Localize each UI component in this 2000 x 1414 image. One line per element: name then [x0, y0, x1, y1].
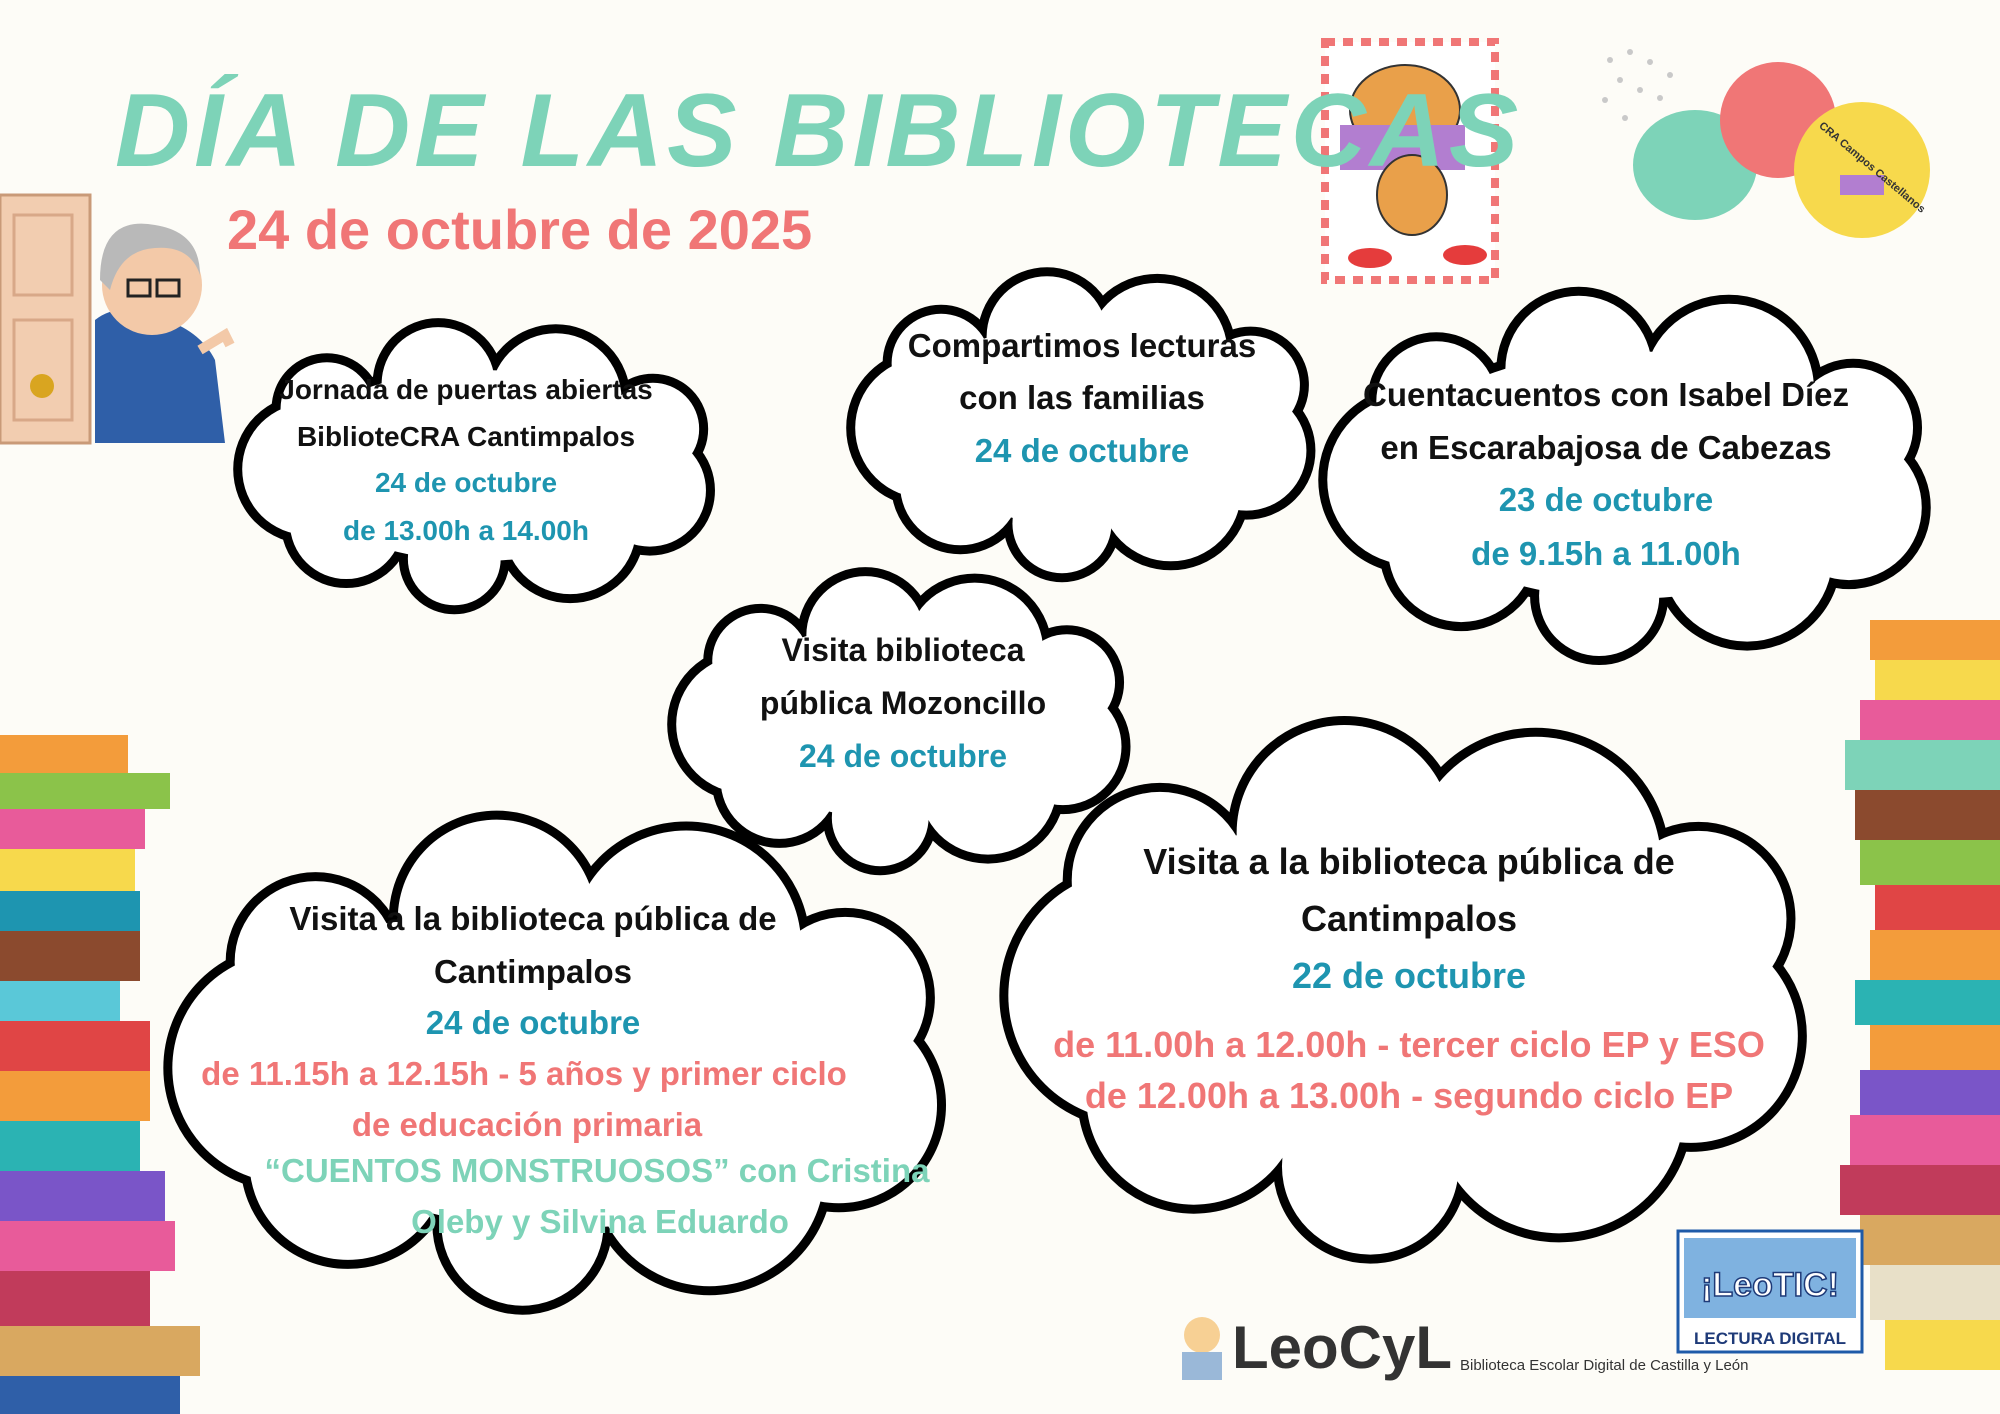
cloud: [233, 318, 715, 615]
event-line: de educación primaria: [352, 1106, 703, 1143]
cloud-fill: [397, 819, 596, 1018]
event-line: de 9.15h a 11.00h: [1471, 535, 1741, 572]
leocyl-subtitle: Biblioteca Escolar Digital de Castilla y…: [1460, 1357, 1748, 1374]
event-line: Compartimos lecturas: [908, 327, 1256, 364]
cloud-fill: [1610, 830, 1787, 1007]
title: DÍA DE LAS BIBLIOTECAS: [115, 73, 1522, 189]
event-line: 24 de octubre: [975, 432, 1190, 469]
cloud-fill: [1661, 470, 1833, 642]
cloud-fill: [891, 313, 991, 413]
event-line: de 11.00h a 12.00h - tercer ciclo EP y E…: [1053, 1024, 1765, 1065]
cloud-fill: [764, 916, 926, 1079]
cloud-fill: [1018, 634, 1116, 731]
event-line: Cuentacuentos con Isabel Díez: [1363, 376, 1849, 413]
cloud-fill: [1505, 295, 1652, 443]
cloud-fill: [490, 333, 622, 465]
cloud-fill: [1281, 1077, 1459, 1255]
books-right: [1840, 620, 2000, 1370]
event-line: 24 de octubre: [375, 467, 557, 498]
cloud-fill: [831, 769, 929, 867]
cloud-fill: [806, 576, 925, 695]
cloud-fill: [986, 276, 1108, 398]
cloud-fill: [571, 830, 802, 1061]
cloud-fill: [504, 462, 637, 595]
event-line: pública Mozoncillo: [760, 685, 1046, 721]
cloud-fill: [1539, 535, 1660, 657]
cloud-fill: [1236, 724, 1453, 941]
event-line: Jornada de puertas abiertas: [279, 374, 652, 405]
cloud-fill: [606, 382, 700, 476]
cloud-fill: [906, 582, 1044, 720]
date: 24 de octubre de 2025: [227, 198, 812, 261]
event-line: de 11.15h a 12.15h - 5 años y primer cic…: [201, 1055, 847, 1092]
cloud-fill: [712, 612, 809, 710]
clouds: [163, 267, 1931, 1315]
cloud: [163, 810, 947, 1315]
event-line: Cantimpalos: [434, 953, 632, 990]
mouse-illustration: [1321, 38, 1499, 284]
leotic-subtitle: LECTURA DIGITAL: [1694, 1329, 1846, 1348]
event-line: Oleby y Silvina Eduardo: [411, 1203, 789, 1240]
leocyl-logo: [1182, 1317, 1222, 1380]
event-line: Cantimpalos: [1301, 898, 1517, 939]
cloud-fill: [1071, 791, 1249, 969]
event-line: con las familias: [959, 379, 1205, 416]
event-line: de 12.00h a 13.00h - segundo ciclo EP: [1085, 1075, 1733, 1116]
cloud-fill: [1100, 420, 1242, 562]
event-line: Visita a la biblioteca pública de: [1143, 841, 1675, 882]
leocyl-name: LeoCyL: [1232, 1314, 1452, 1381]
cloud: [999, 715, 1807, 1264]
cloud-fill: [1087, 282, 1228, 424]
cloud: [667, 567, 1131, 876]
event-line: Visita a la biblioteca pública de: [289, 900, 776, 937]
event-texts: Jornada de puertas abiertas BiblioteCRA C…: [201, 327, 1849, 1240]
cloud-fill: [1376, 341, 1497, 462]
cloud-fill: [1012, 474, 1112, 574]
cloud-fill: [1793, 367, 1914, 488]
cloud-fill: [407, 512, 501, 606]
leotic-banner: [1684, 1238, 1856, 1318]
cloud-fill: [1643, 303, 1814, 474]
event-line: “CUENTOS MONSTRUOSOS” con Cristina: [265, 1152, 931, 1189]
cloud-fill: [1201, 335, 1300, 435]
cloud: [846, 267, 1316, 583]
event-line: 22 de octubre: [1292, 955, 1526, 996]
leotic-name: ¡LeoTIC!: [1701, 1266, 1839, 1304]
door-illustration: [0, 193, 235, 445]
event-line: de 13.00h a 14.00h: [343, 515, 589, 546]
cloud: [1318, 286, 1931, 666]
cloud-fill: [594, 1055, 825, 1287]
cloud-fill: [1433, 982, 1685, 1234]
event-line: BiblioteCRA Cantimpalos: [297, 421, 635, 452]
event-line: 23 de octubre: [1499, 481, 1714, 518]
cra-logo: [1602, 49, 1930, 238]
event-line: 24 de octubre: [799, 738, 1007, 774]
cloud-fill: [234, 881, 397, 1043]
cloud-fill: [919, 717, 1057, 855]
cloud-fill: [381, 327, 495, 441]
event-line: Visita biblioteca: [781, 632, 1024, 668]
cloud-fill: [441, 1143, 604, 1306]
event-line: 24 de octubre: [426, 1004, 641, 1041]
event-line: en Escarabajosa de Cabezas: [1380, 429, 1831, 466]
cloud-fill: [280, 362, 374, 455]
cloud-fill: [1410, 736, 1661, 987]
books-left: [0, 735, 200, 1414]
